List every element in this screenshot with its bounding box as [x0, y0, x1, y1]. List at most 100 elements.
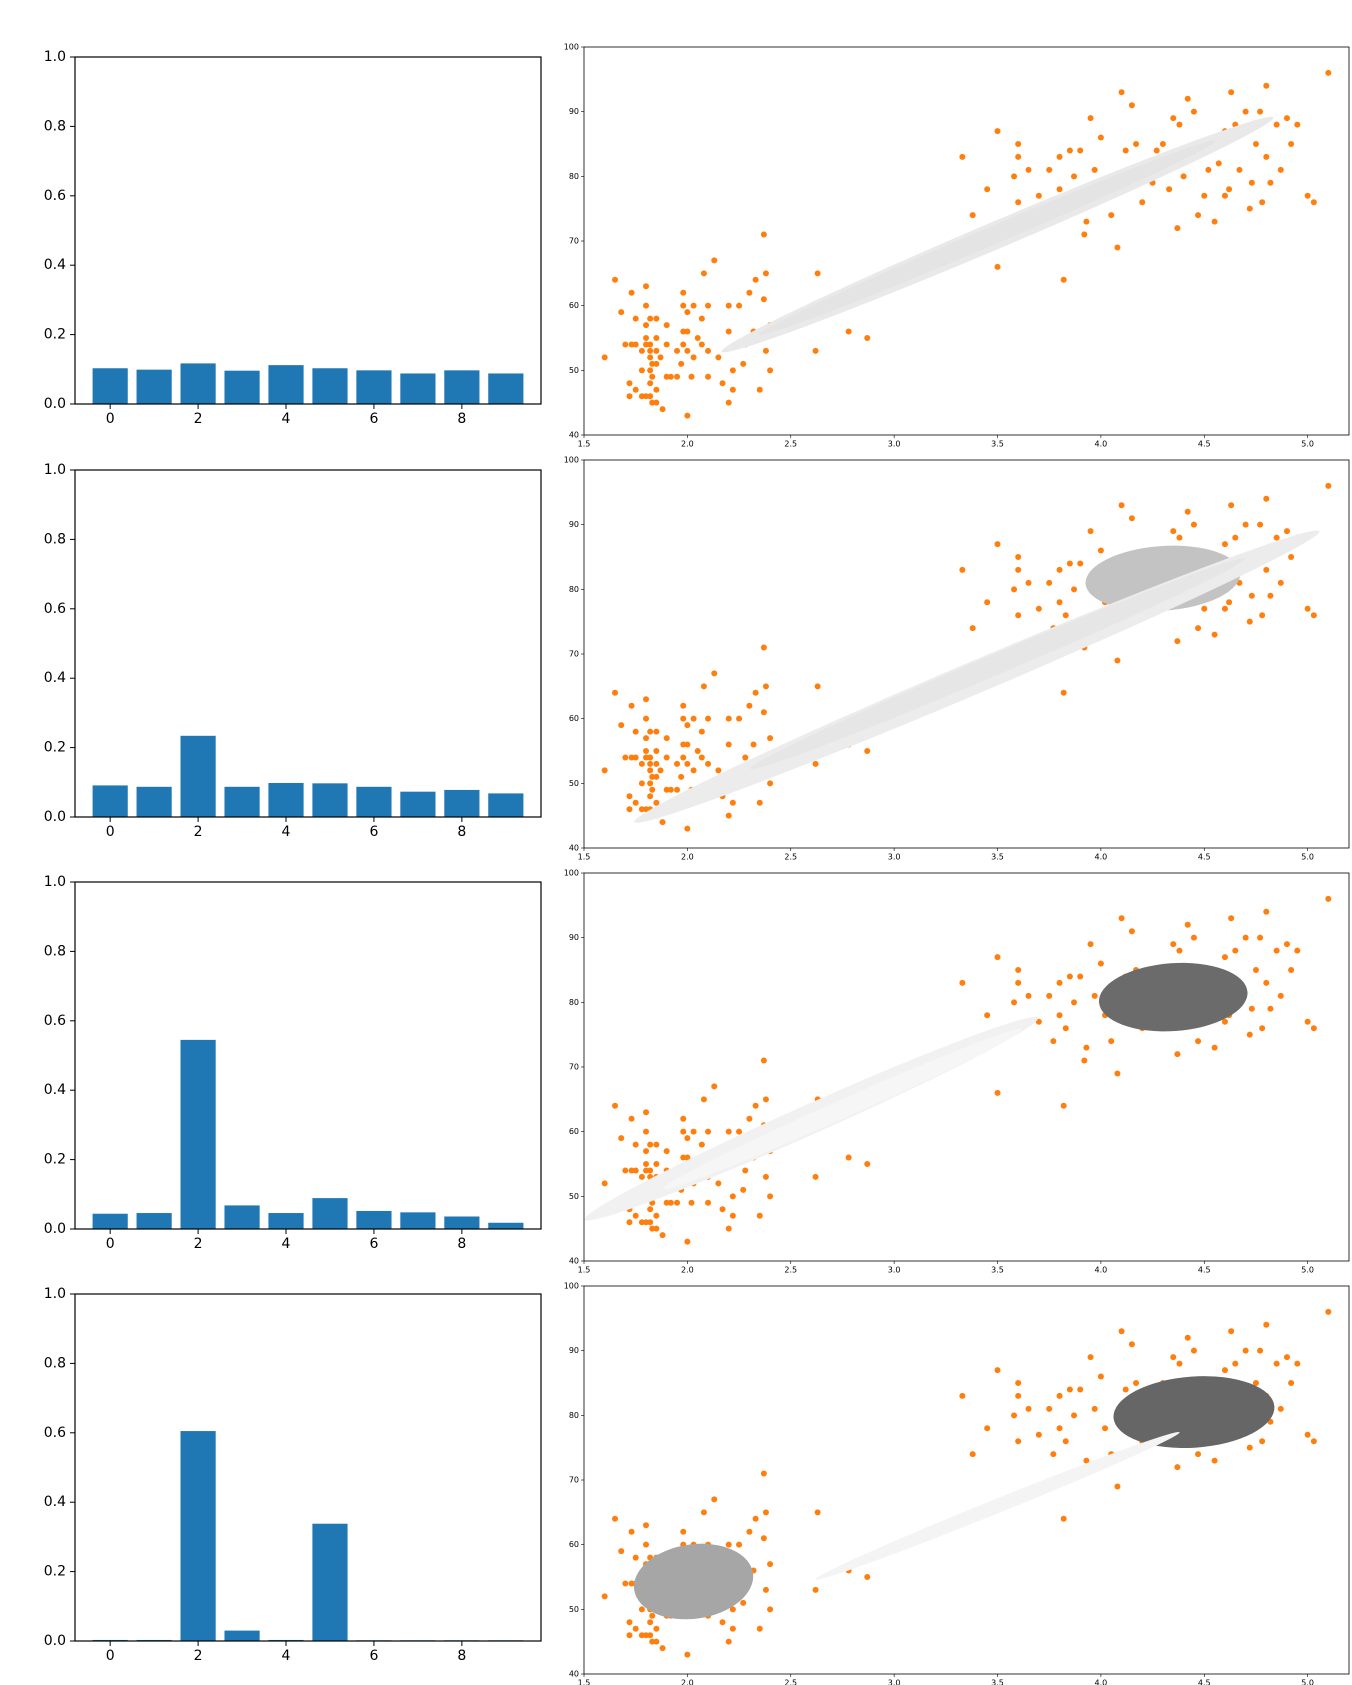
scatter-point-56	[694, 335, 701, 341]
scatter-point-67	[725, 1638, 732, 1645]
scatter-point-52	[684, 722, 691, 729]
scatter-point-68	[725, 1541, 732, 1548]
scatter-point-152	[1267, 592, 1274, 599]
bar-chart-1: 0.0 0.2 0.4 0.6 0.8 1.0 0 2 4 6 8	[44, 49, 542, 427]
scatter-point-109	[1083, 218, 1090, 225]
scatter-point-15	[643, 754, 650, 761]
gaussian-component-2	[662, 1028, 1022, 1190]
scatter-point-160	[1325, 1308, 1332, 1315]
scatter-point-65	[719, 1619, 726, 1626]
scatter-point-29	[649, 1612, 656, 1619]
scatter-point-1	[612, 1102, 619, 1109]
scatter-point-117	[1122, 1386, 1129, 1393]
scatter-point-0	[601, 354, 608, 361]
x-tick-label: 2.5	[784, 853, 797, 862]
bar-2	[180, 735, 216, 817]
scatter-point-63	[711, 670, 718, 677]
scatter-point-67	[725, 1225, 732, 1232]
scatter-point-46	[680, 328, 687, 335]
scatter-point-55	[690, 715, 697, 722]
x-tick-label: 0	[106, 411, 115, 427]
x-tick-label: 6	[369, 1648, 378, 1664]
scatter-point-97	[1025, 579, 1032, 586]
scatter-point-22	[647, 367, 654, 374]
x-tick-label: 2.5	[784, 1266, 797, 1275]
y-tick-label: 0.6	[44, 601, 66, 617]
bar-0	[92, 785, 128, 817]
y-tick-label: 80	[569, 172, 579, 181]
scatter-point-107	[1077, 147, 1084, 154]
x-tick-label: 4	[282, 411, 291, 427]
scatter-point-131	[1184, 95, 1191, 102]
scatter-point-131	[1184, 921, 1191, 928]
scatter-point-53	[688, 373, 695, 380]
scatter-point-73	[742, 754, 749, 761]
bar-4	[268, 782, 304, 817]
scatter-point-154	[1277, 166, 1284, 173]
scatter-point-37	[659, 819, 666, 826]
scatter-point-23	[647, 767, 654, 774]
scatter-point-120	[1133, 141, 1140, 147]
scatter-point-70	[729, 799, 736, 806]
x-tick-label: 3.5	[991, 1266, 1004, 1275]
bar-8	[444, 370, 480, 404]
scatter-point-15	[643, 1167, 650, 1174]
scatter-point-36	[657, 767, 664, 774]
scatter-point-35	[653, 315, 660, 322]
scatter-point-74	[746, 702, 753, 709]
scatter-point-69	[729, 1193, 736, 1200]
scatter-point-21	[647, 1206, 654, 1213]
scatter-point-107	[1077, 560, 1084, 567]
scatter-chart-4: 40 50 60 70 80 90 100 1.5 2.0 2.5 3.0 3.5 4.0 4.5 5.0	[564, 1282, 1350, 1685]
y-tick-label: 70	[569, 650, 579, 659]
y-tick-label: 0.4	[44, 257, 66, 273]
scatter-point-9	[632, 754, 639, 761]
x-tick-label: 5.0	[1301, 1266, 1314, 1275]
x-tick-label: 3.5	[991, 1679, 1004, 1685]
scatter-point-156	[1288, 1380, 1295, 1386]
scatter-point-65	[719, 1206, 726, 1213]
scatter-point-55	[690, 302, 697, 309]
y-tick-label: 100	[564, 1282, 579, 1291]
scatter-point-47	[680, 1128, 687, 1135]
scatter-point-103	[1060, 276, 1067, 283]
y-tick-label: 40	[569, 844, 579, 853]
scatter-point-41	[667, 786, 674, 793]
scatter-point-39	[663, 341, 670, 348]
scatter-point-13	[638, 1173, 645, 1180]
scatter-point-106	[1071, 1412, 1078, 1419]
scatter-point-153	[1273, 534, 1280, 541]
y-tick-label: 100	[564, 456, 579, 465]
scatter-point-62	[705, 302, 712, 309]
scatter-point-125	[1159, 141, 1166, 147]
scatter-point-108	[1081, 1057, 1088, 1064]
y-tick-label: 50	[569, 366, 579, 375]
scatter-point-25	[647, 754, 654, 761]
scatter-point-40	[663, 322, 670, 329]
scatter-point-27	[649, 1225, 656, 1232]
scatter-point-81	[762, 1509, 769, 1516]
scatter-point-53	[688, 1199, 695, 1206]
y-tick-label: 0.0	[44, 1221, 66, 1237]
y-tick-label: 90	[569, 520, 579, 529]
scatter-point-74	[746, 289, 753, 296]
x-tick-label: 4.0	[1095, 1266, 1108, 1275]
scatter-point-49	[684, 1238, 691, 1245]
scatter-point-89	[969, 1451, 976, 1458]
scatter-point-45	[680, 754, 687, 761]
scatter-point-48	[680, 1115, 687, 1122]
scatter-point-12	[638, 780, 645, 787]
scatter-point-78	[760, 709, 767, 716]
scatter-point-80	[762, 1173, 769, 1180]
bar-4	[268, 1213, 304, 1229]
bar-8	[444, 1216, 480, 1229]
scatter-point-140	[1226, 186, 1233, 193]
y-tick-label: 0.4	[44, 1082, 66, 1098]
x-tick-label: 0	[106, 824, 115, 840]
scatter-point-116	[1118, 915, 1125, 922]
scatter-point-82	[767, 735, 774, 742]
scatter-point-94	[1015, 612, 1022, 619]
scatter-point-122	[1139, 199, 1146, 206]
scatter-point-45	[680, 341, 687, 348]
